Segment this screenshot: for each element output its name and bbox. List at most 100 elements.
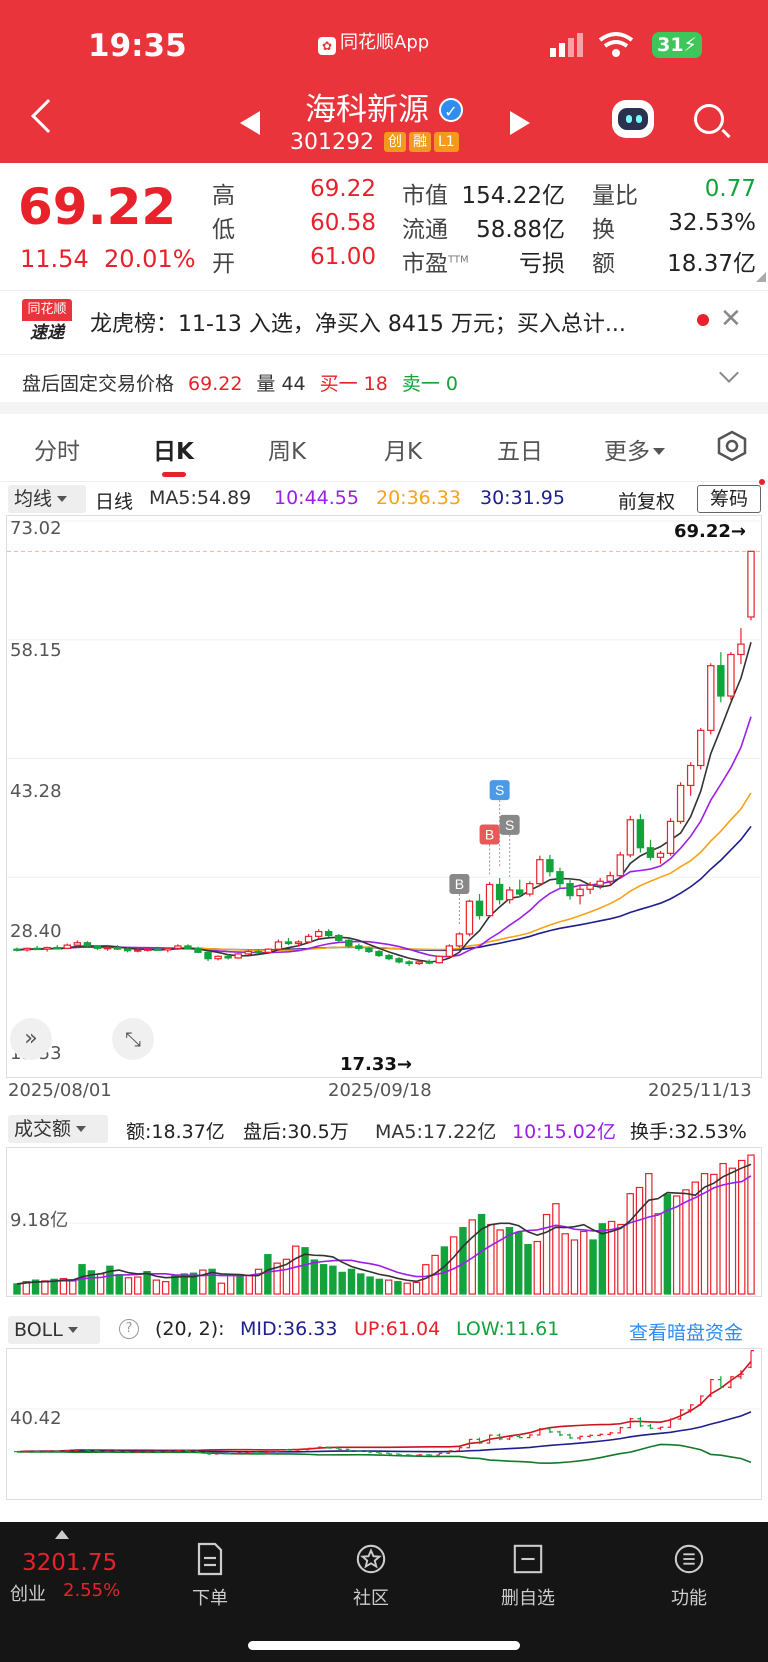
help-icon[interactable]: ? [119, 1319, 139, 1339]
candle [103, 946, 112, 950]
nav-remove-watchlist[interactable]: 删自选 [483, 1542, 573, 1610]
x-label-end: 2025/11/13 [648, 1080, 752, 1101]
volume-bar [542, 1213, 551, 1295]
fullscreen-button[interactable]: ⤡ [112, 1018, 154, 1060]
prev-stock-button[interactable] [240, 111, 260, 135]
community-star-icon [356, 1544, 386, 1574]
volume-bar [487, 1223, 495, 1295]
indicator-select[interactable]: 均线 [8, 485, 86, 513]
candle [686, 764, 695, 787]
volume-bar [607, 1220, 616, 1295]
active-tab-indicator [162, 472, 186, 477]
candle [143, 948, 152, 951]
volume-indicator-select[interactable]: 成交额 [8, 1115, 108, 1143]
volume-bar [533, 1240, 542, 1295]
volume-bar [31, 1279, 40, 1295]
dark-pool-link[interactable]: 查看暗盘资金 [629, 1322, 744, 1344]
candle [53, 946, 61, 950]
news-logo: 同花顺 速递 [22, 299, 72, 345]
candle [234, 953, 242, 959]
boll-chart[interactable] [7, 1349, 763, 1501]
news-flash[interactable]: 同花顺 速递 龙虎榜：11-13 入选，净买入 8415 万元；买入总计... [0, 292, 768, 352]
candle [184, 945, 192, 949]
candle [465, 900, 474, 935]
after-hours-row[interactable]: 盘后固定交易价格 69.22 量 44 买一 18 卖一 0 [22, 373, 458, 395]
zoom-toggle-button[interactable]: » [10, 1018, 52, 1060]
y-label-1: 73.02 [10, 518, 62, 539]
candle [194, 947, 202, 953]
volume-panel[interactable] [6, 1147, 763, 1298]
candle [294, 941, 303, 945]
candle [335, 934, 343, 941]
index-widget[interactable]: 3201.75 创业 2.55% [8, 1530, 128, 1610]
candle [244, 950, 252, 955]
volume-chart[interactable] [7, 1148, 763, 1298]
candle [495, 883, 504, 901]
volume-bar [691, 1181, 699, 1295]
next-stock-button[interactable] [510, 111, 530, 135]
boll-upper-line [16, 1360, 752, 1453]
tab-weekly-k[interactable]: 周K [268, 439, 307, 465]
remove-watchlist-icon [513, 1544, 543, 1574]
news-text[interactable]: 龙虎榜：11-13 入选，净买入 8415 万元；买入总计... [90, 312, 626, 337]
boll-indicator-select[interactable]: BOLL [8, 1316, 100, 1344]
x-label-start: 2025/08/01 [8, 1080, 112, 1101]
stat-value: 60.58 [310, 210, 376, 236]
volume-bar [384, 1279, 393, 1295]
boll-panel[interactable] [6, 1348, 763, 1501]
tab-five-day[interactable]: 五日 [497, 439, 543, 465]
nav-community[interactable]: 社区 [326, 1542, 416, 1610]
index-pct: 2.55% [63, 1580, 121, 1601]
settings-hex-icon[interactable] [716, 430, 748, 462]
tab-intraday[interactable]: 分时 [34, 439, 80, 465]
chevron-down-icon[interactable] [719, 363, 739, 383]
volume-bar [552, 1203, 560, 1295]
volume-bar [254, 1268, 263, 1295]
signal-badge-b [449, 873, 470, 894]
candle [415, 961, 423, 965]
ma-legend: 均线 日线 MA5:54.89 10:44.55 20:36.33 30:31.… [0, 483, 768, 515]
nav-functions[interactable]: 功能 [644, 1542, 734, 1610]
stat-label: 流通 [402, 217, 448, 243]
search-icon[interactable] [694, 104, 724, 134]
tab-daily-k[interactable]: 日K [153, 439, 194, 465]
nav-order[interactable]: 下单 [165, 1542, 255, 1610]
stock-code-row: 301292 创融 L1 [290, 130, 459, 155]
stat-label: 额 [592, 251, 615, 277]
volume-bar [22, 1281, 31, 1295]
candle [717, 665, 725, 697]
volume-bar [189, 1272, 198, 1295]
adjust-button[interactable]: 前复权 [618, 491, 676, 513]
volume-bar [152, 1279, 161, 1295]
chips-button[interactable]: 筹码 [697, 485, 761, 513]
close-icon[interactable]: ✕ [720, 304, 742, 334]
expand-corner-icon[interactable] [756, 272, 766, 282]
candle [254, 950, 263, 954]
volume-bar [338, 1271, 346, 1295]
volume-bar [199, 1269, 207, 1295]
tab-more[interactable]: 更多 [604, 432, 665, 466]
candle [737, 643, 745, 656]
tag-rong: 融 [408, 132, 431, 152]
volume-bar [589, 1239, 597, 1295]
volume-bar [728, 1167, 737, 1295]
tab-monthly-k[interactable]: 月K [384, 439, 423, 465]
volume-bar [208, 1268, 216, 1295]
stat-value: 69.22 [310, 176, 376, 202]
volume-bar [180, 1273, 188, 1295]
stat-label: 低 [212, 217, 235, 243]
chips-badge-dot [759, 479, 765, 485]
candle [93, 945, 102, 949]
assistant-robot-icon[interactable] [612, 100, 654, 138]
stat-value: 61.00 [310, 244, 376, 270]
y-label-2: 58.15 [10, 640, 62, 661]
candle [747, 550, 755, 618]
candle [536, 859, 544, 885]
volume-bar [626, 1193, 634, 1295]
ma30-value: 30:31.95 [480, 487, 565, 509]
candle [33, 947, 41, 951]
volume-bar [226, 1274, 235, 1295]
volume-bar [50, 1278, 58, 1295]
